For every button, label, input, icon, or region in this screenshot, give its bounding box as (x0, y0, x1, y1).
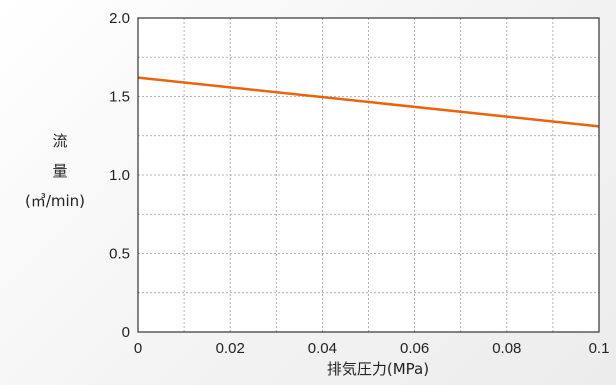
x-tick-label: 0.04 (308, 340, 337, 357)
x-tick-label: 0.02 (216, 340, 245, 357)
grid-lines (138, 18, 599, 332)
x-tick-label: 0.08 (492, 340, 521, 357)
x-tick-label: 0 (134, 340, 142, 357)
y-tick-label: 0.5 (109, 246, 130, 263)
y-tick-label: 2.0 (109, 10, 130, 27)
y-tick-labels: 0 0.5 1.0 1.5 2.0 (109, 10, 130, 341)
y-tick-label: 0 (122, 324, 130, 341)
series-line-0 (137, 76, 600, 128)
x-tick-label: 0.1 (589, 340, 610, 357)
plot-frame (137, 17, 600, 333)
y-axis-label-line-2: 量 (52, 162, 67, 180)
x-tick-labels: 0 0.02 0.04 0.06 0.08 0.1 (134, 340, 610, 357)
y-axis-label: 流 量 (㎥/min) (25, 132, 85, 210)
y-tick-label: 1.5 (109, 89, 130, 106)
series-layer (137, 76, 600, 128)
x-tick-label: 0.06 (400, 340, 429, 357)
y-axis-label-line-3: (㎥/min) (25, 192, 85, 210)
y-tick-label: 1.0 (109, 167, 130, 184)
y-axis-label-line-1: 流 (52, 132, 67, 150)
x-axis-label: 排気圧力(MPa) (327, 360, 429, 378)
